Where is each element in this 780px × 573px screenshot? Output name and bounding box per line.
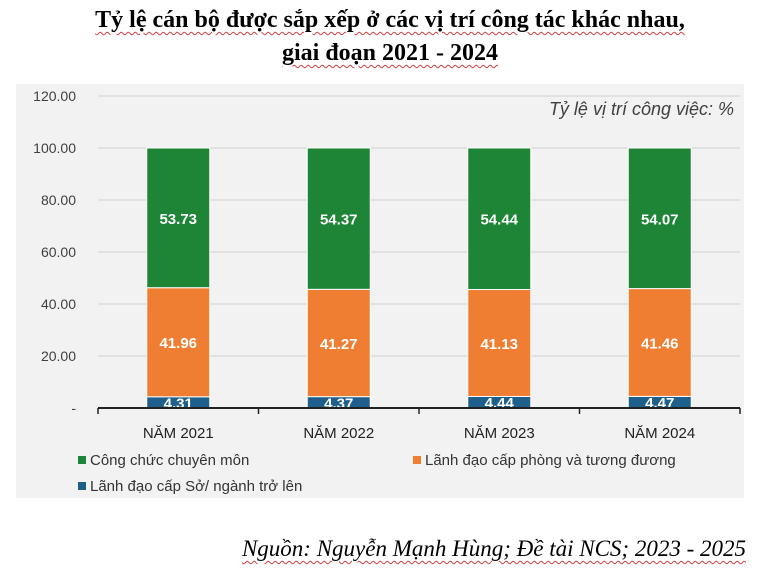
chart-title: Tỷ lệ cán bộ được sắp xếp ở các vị trí c… xyxy=(0,4,780,70)
data-label: 4.37 xyxy=(324,395,353,412)
y-tick-label: 40.00 xyxy=(41,296,76,312)
data-label: 41.13 xyxy=(480,336,518,353)
x-tick-label: NĂM 2024 xyxy=(624,425,695,442)
data-label: 53.73 xyxy=(159,211,197,228)
legend-label: Công chức chuyên môn xyxy=(90,452,249,469)
x-tick-label: NĂM 2023 xyxy=(464,425,535,442)
legend-swatch xyxy=(78,482,86,490)
chart-title-line-2: giai đoạn 2021 - 2024 xyxy=(281,40,499,66)
data-label: 4.44 xyxy=(485,395,515,412)
y-tick-label: 100.00 xyxy=(33,140,76,156)
data-label: 41.46 xyxy=(641,335,679,352)
bar-segment xyxy=(306,147,371,290)
data-label: 41.27 xyxy=(320,336,358,353)
source-note: Nguồn: Nguyễn Mạnh Hùng; Đề tài NCS; 202… xyxy=(242,536,746,562)
data-label: 54.07 xyxy=(641,211,679,228)
x-tick-label: NĂM 2021 xyxy=(143,425,214,442)
data-label: 41.96 xyxy=(159,335,197,352)
y-tick-label: 60.00 xyxy=(41,244,76,260)
legend-label: Lãnh đạo cấp phòng và tương đương xyxy=(425,452,676,469)
legend-swatch xyxy=(413,456,421,464)
bar-segment xyxy=(467,147,532,291)
bar-segment xyxy=(146,147,211,289)
bar-segment xyxy=(146,287,211,398)
bar-segment xyxy=(467,289,532,397)
bar-segment xyxy=(627,288,692,397)
x-tick-label: NĂM 2022 xyxy=(303,425,374,442)
data-label: 4.47 xyxy=(645,395,674,412)
y-tick-label: - xyxy=(71,400,76,416)
stacked-bar-chart: - 20.00 40.00 60.00 80.00 100.00 120.00 Tỷ lệ v… xyxy=(33,88,741,495)
y-tick-label: 80.00 xyxy=(41,192,76,208)
chart-title-line-1: Tỷ lệ cán bộ được sắp xếp ở các vị trí c… xyxy=(95,7,685,33)
axis-annotation: Tỷ lệ vị trí công việc: % xyxy=(549,99,734,119)
legend-label: Lãnh đạo cấp Sở/ ngành trở lên xyxy=(90,478,302,495)
data-label: 54.44 xyxy=(480,212,518,229)
data-label: 54.37 xyxy=(320,212,358,229)
data-label: 4.31 xyxy=(164,395,193,412)
chart-area: - 20.00 40.00 60.00 80.00 100.00 120.00 Tỷ lệ v… xyxy=(16,84,744,498)
y-tick-label: 20.00 xyxy=(41,348,76,364)
bar-segment xyxy=(627,147,692,290)
legend-swatch xyxy=(78,456,86,464)
source-text: Nguồn: Nguyễn Mạnh Hùng; Đề tài NCS; 202… xyxy=(241,536,746,561)
y-tick-label: 120.00 xyxy=(33,88,76,104)
